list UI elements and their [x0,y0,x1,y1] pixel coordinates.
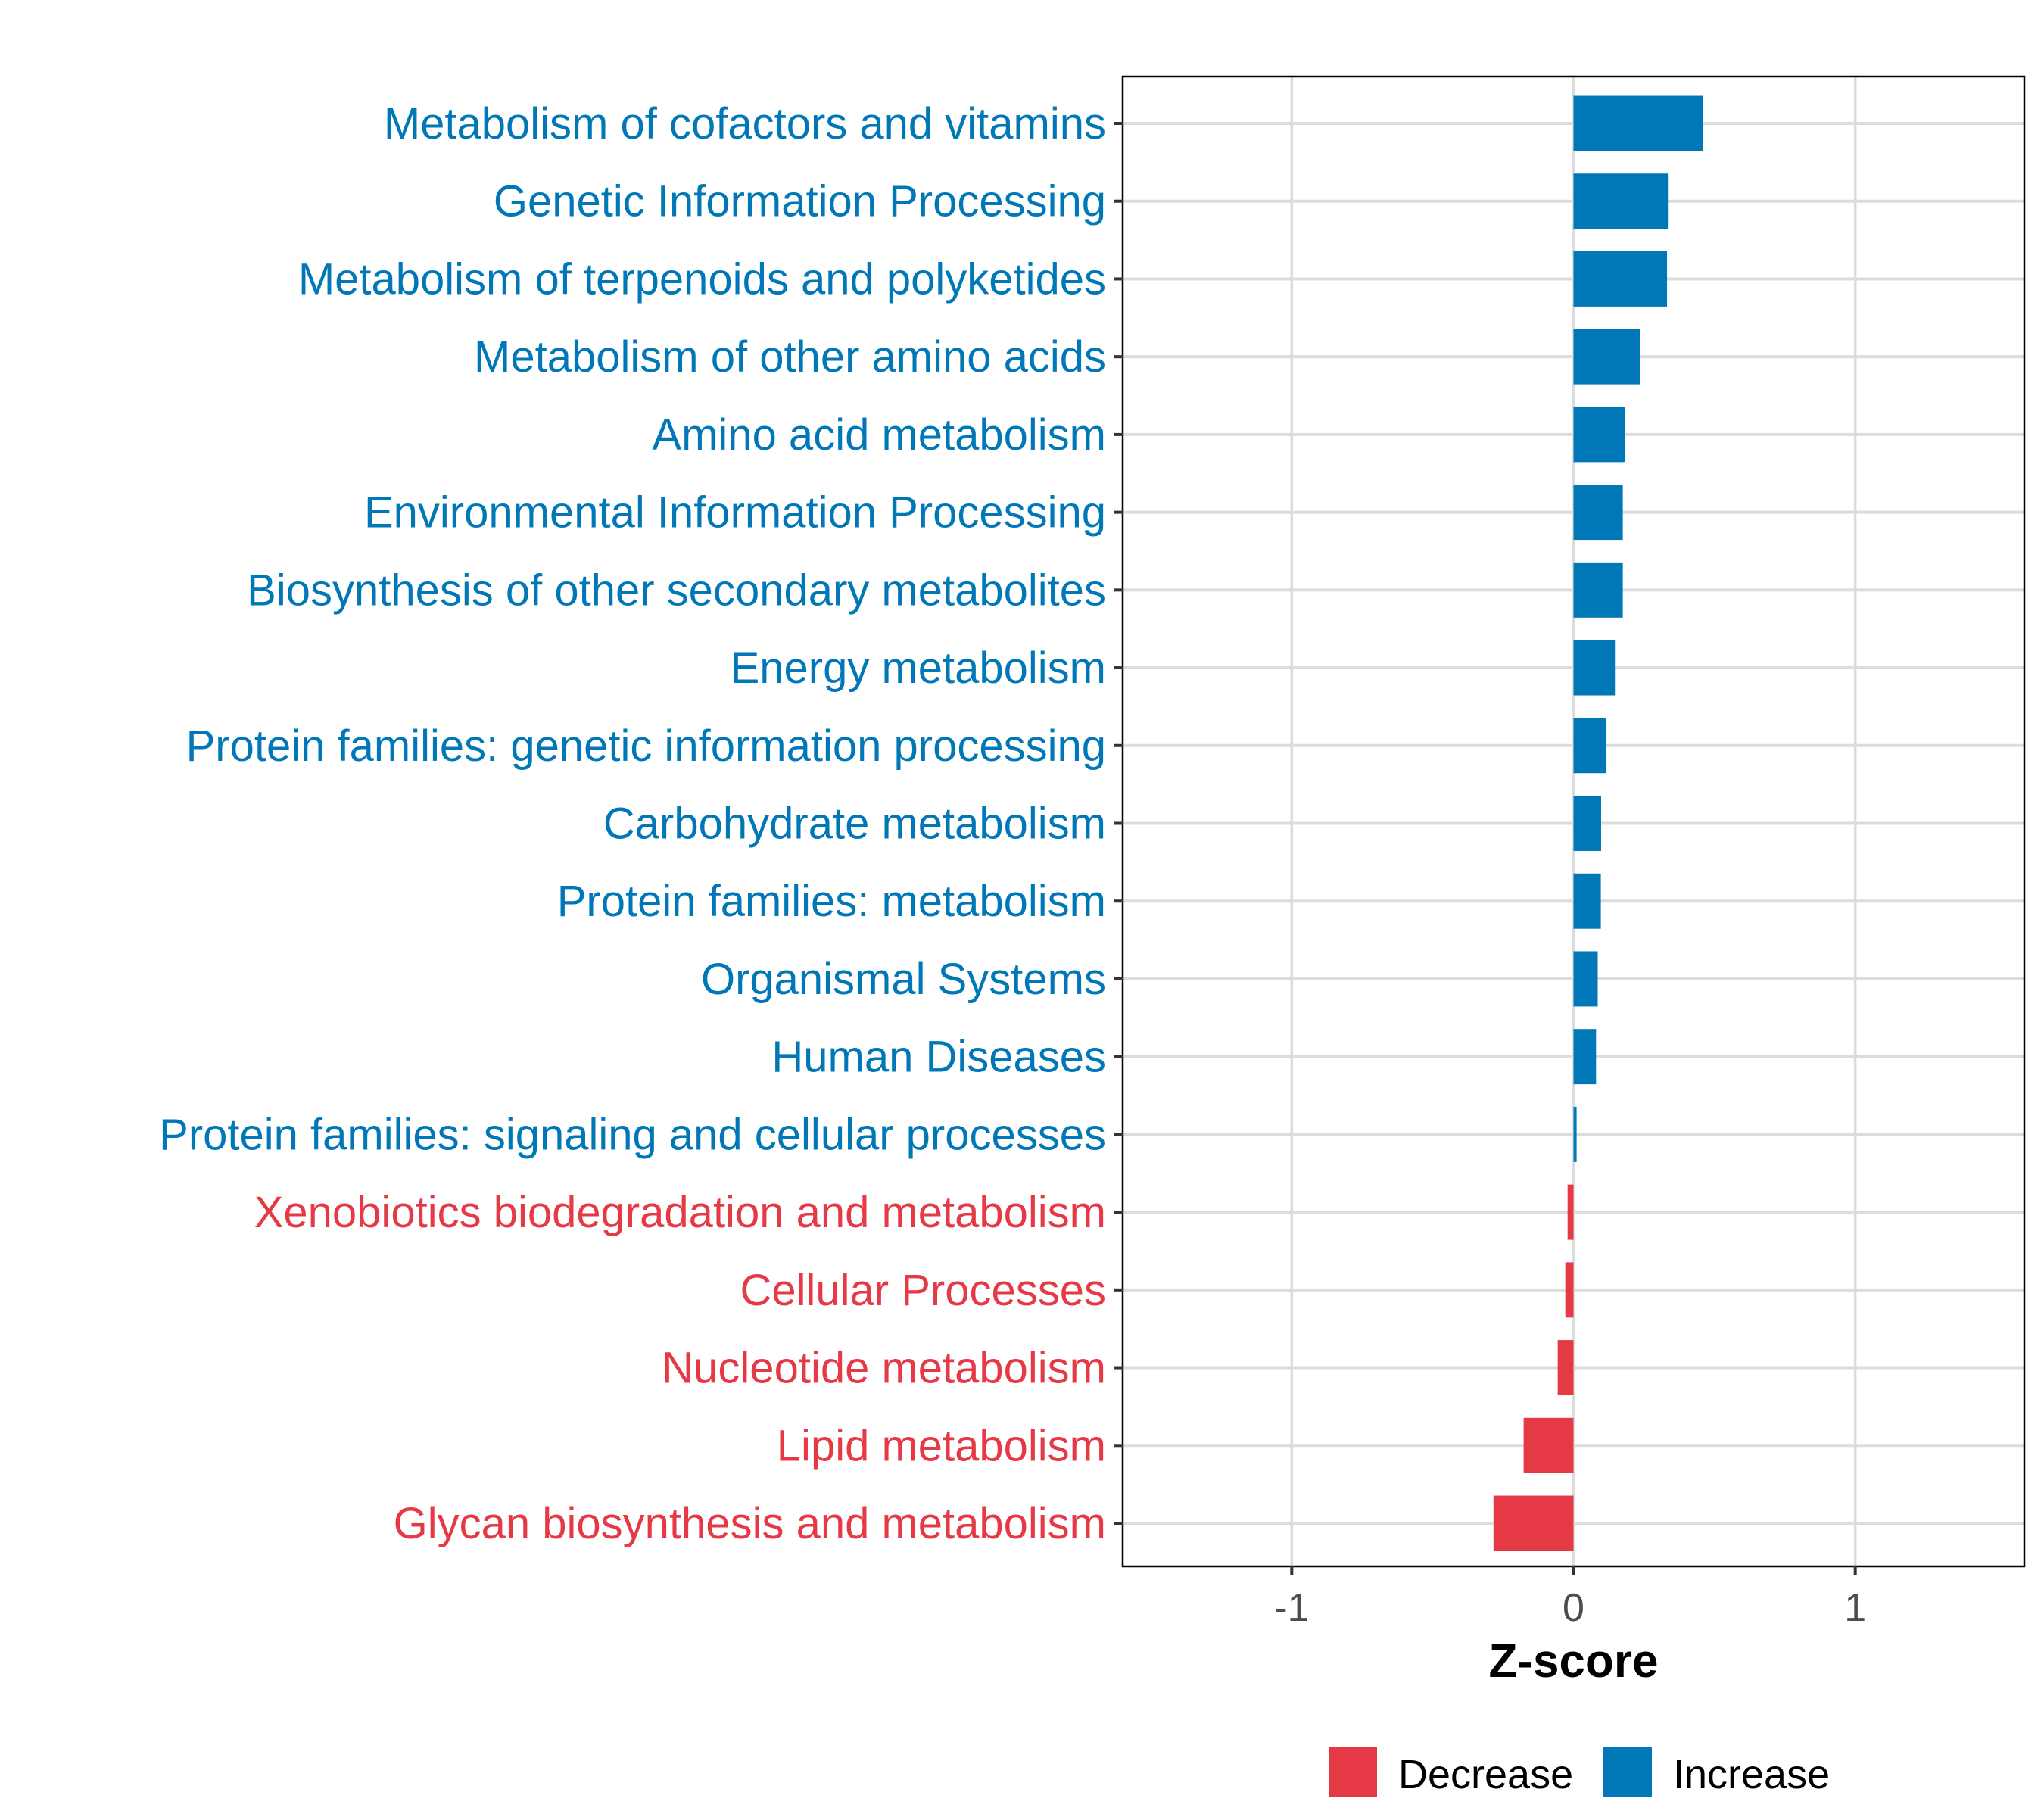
x-tick-label: 1 [1844,1586,1866,1630]
legend-swatch-decrease [1329,1747,1377,1797]
x-axis: -1 0 1 [1274,1566,1866,1630]
legend-swatch-increase [1603,1747,1652,1797]
y-tick-label: Metabolism of cofactors and vitamins [384,99,1106,148]
y-tick-label: Environmental Information Processing [364,488,1106,538]
y-axis: Metabolism of cofactors and vitamins Gene… [159,99,1123,1548]
bar [1573,562,1623,618]
bar [1573,1106,1577,1162]
y-tick-label: Nucleotide metabolism [662,1344,1106,1393]
y-tick-label: Protein families: genetic information pr… [186,722,1106,771]
y-tick-label: Human Diseases [771,1033,1106,1082]
y-tick-label: Xenobiotics biodegradation and metabolis… [254,1188,1106,1237]
y-tick-label: Lipid metabolism [777,1421,1106,1470]
bar [1573,873,1601,929]
y-tick-label: Organismal Systems [701,955,1106,1004]
bar [1573,796,1601,851]
bar [1573,329,1640,385]
bars [1493,95,1703,1551]
y-tick-label: Biosynthesis of other secondary metaboli… [247,566,1106,615]
y-tick-label: Carbohydrate metabolism [603,799,1106,849]
bar [1565,1262,1574,1318]
bar [1573,173,1669,229]
bar [1573,251,1668,307]
bar [1567,1184,1574,1240]
y-tick-label: Protein families: signaling and cellular… [159,1110,1106,1159]
bar [1523,1417,1574,1473]
legend-label-decrease: Decrease [1398,1752,1573,1797]
bar [1573,407,1625,463]
legend-label-increase: Increase [1673,1752,1830,1797]
y-tick-label: Energy metabolism [731,644,1106,693]
bar [1573,640,1616,696]
y-tick-label: Glycan biosynthesis and metabolism [394,1499,1106,1548]
bar [1573,1029,1597,1085]
legend: Decrease Increase [1329,1747,1830,1797]
bar [1557,1340,1574,1396]
bar [1573,485,1623,541]
bar [1573,951,1598,1007]
x-axis-title: Z-score [1489,1635,1659,1688]
y-tick-label: Genetic Information Processing [494,177,1106,226]
y-tick-label: Protein families: metabolism [557,877,1106,926]
y-tick-label: Cellular Processes [740,1266,1106,1315]
y-tick-label: Metabolism of other amino acids [474,332,1106,382]
y-tick-label: Amino acid metabolism [652,410,1106,460]
bar [1573,718,1607,774]
x-tick-label: -1 [1274,1586,1309,1630]
y-tick-label: Metabolism of terpenoids and polyketides [298,254,1106,304]
x-tick-label: 0 [1563,1586,1584,1630]
bar [1573,95,1703,151]
bar [1493,1495,1574,1551]
